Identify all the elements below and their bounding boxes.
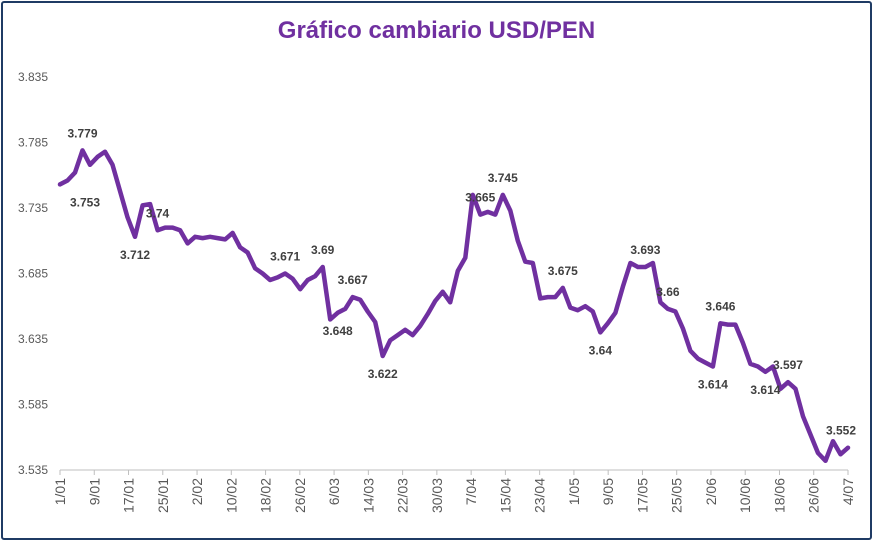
x-tick-label: 2/02 (189, 478, 205, 505)
x-tick-label: 6/03 (326, 478, 342, 505)
x-tick-label: 10/06 (737, 478, 753, 513)
data-label: 3.74 (146, 206, 170, 220)
data-label: 3.753 (70, 195, 100, 209)
series-layer (57, 148, 851, 464)
x-tick-label: 30/03 (429, 478, 445, 513)
data-label: 3.779 (67, 126, 97, 140)
x-tick-label: 15/04 (497, 478, 513, 513)
data-label: 3.552 (826, 424, 856, 438)
chart-title: Gráfico cambiario USD/PEN (277, 17, 596, 44)
data-label: 3.646 (705, 299, 735, 313)
y-axis: 3.835 3.785 3.735 3.685 3.635 3.585 3.535 (18, 70, 48, 477)
data-label: 3.665 (465, 191, 495, 205)
x-tick-label: 10/02 (223, 478, 239, 513)
x-tick-label: 25/05 (669, 478, 685, 513)
x-tick-label: 9/05 (600, 478, 616, 505)
x-axis: 1/01 9/01 17/01 25/01 2/02 10/02 18/02 26/02 6/0… (52, 469, 856, 513)
series-line (57, 148, 851, 464)
y-tick-label: 3.785 (18, 136, 48, 150)
y-tick-label: 3.685 (18, 267, 48, 281)
data-label: 3.597 (773, 358, 803, 372)
x-tick-label: 17/01 (121, 478, 137, 513)
data-label: 3.693 (630, 243, 660, 257)
x-tick-label: 4/07 (840, 478, 856, 505)
x-tick-label: 14/03 (360, 478, 376, 513)
x-tick-label: 1/05 (566, 478, 582, 505)
data-label: 3.614 (750, 383, 780, 397)
data-label: 3.614 (698, 378, 728, 392)
x-tick-label: 26/06 (806, 478, 822, 513)
y-tick-label: 3.535 (18, 463, 48, 477)
y-tick-label: 3.585 (18, 398, 48, 412)
data-label: 3.66 (656, 285, 680, 299)
x-tick-label: 23/04 (532, 478, 548, 513)
y-tick-label: 3.735 (18, 201, 48, 215)
x-tick-label: 1/01 (52, 478, 68, 505)
data-label: 3.667 (338, 273, 368, 287)
data-label: 3.675 (548, 264, 578, 278)
x-tick-label: 22/03 (395, 478, 411, 513)
x-tick-label: 25/01 (155, 478, 171, 513)
data-label: 3.648 (323, 324, 353, 338)
x-tick-label: 26/02 (292, 478, 308, 513)
data-label: 3.745 (488, 171, 518, 185)
data-label: 3.69 (311, 243, 335, 257)
data-label: 3.712 (120, 248, 150, 262)
data-label: 3.622 (368, 367, 398, 381)
x-tick-label: 17/05 (634, 478, 650, 513)
x-tick-label: 18/02 (258, 478, 274, 513)
y-tick-label: 3.835 (18, 70, 48, 84)
data-label: 3.64 (589, 343, 613, 357)
x-tick-label: 9/01 (86, 478, 102, 505)
data-label: 3.671 (270, 250, 300, 264)
y-tick-label: 3.635 (18, 332, 48, 346)
x-tick-label: 7/04 (463, 478, 479, 505)
x-tick-label: 2/06 (703, 478, 719, 505)
x-tick-label: 18/06 (771, 478, 787, 513)
data-labels: 3.753 3.779 3.712 3.74 3.671 3.69 3.648 3.667 3.… (67, 126, 856, 437)
